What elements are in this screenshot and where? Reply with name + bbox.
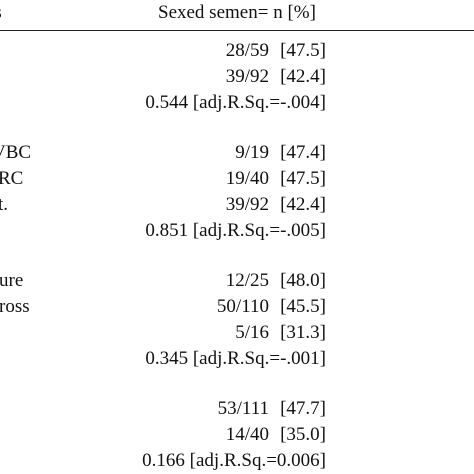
row-label: VBC	[0, 142, 32, 163]
row-label: ure	[0, 270, 24, 291]
row-percent: [48.0]	[280, 270, 326, 291]
group-stat: 0.166 [adj.R.Sq.=0.006]	[142, 450, 326, 471]
row-count: 39/92	[225, 194, 269, 215]
row-count: 53/111	[217, 398, 269, 419]
row-percent: [42.4]	[280, 194, 326, 215]
row-count: 19/40	[225, 168, 269, 189]
row-percent: [47.4]	[280, 142, 326, 163]
row-percent: [45.5]	[280, 296, 326, 317]
row-count: 12/25	[225, 270, 269, 291]
row-count: 39/92	[225, 66, 269, 87]
row-percent: [47.7]	[280, 398, 326, 419]
group-stat: 0.544 [adj.R.Sq.=-.004]	[145, 92, 326, 113]
row-count: 14/40	[225, 424, 269, 445]
group-stat: 0.345 [adj.R.Sq.=-.001]	[145, 348, 326, 369]
row-count: 28/59	[225, 40, 269, 61]
row-percent: [42.4]	[280, 66, 326, 87]
group-stat: 0.851 [adj.R.Sq.=-.005]	[145, 220, 326, 241]
row-percent: [47.5]	[280, 40, 326, 61]
row-count: 50/110	[216, 296, 269, 317]
row-percent: [47.5]	[280, 168, 326, 189]
header-right-label: Sexed semen= n [%]	[158, 2, 316, 23]
row-percent: [35.0]	[280, 424, 326, 445]
row-count: 9/19	[235, 142, 269, 163]
row-percent: [31.3]	[280, 322, 326, 343]
row-count: 5/16	[235, 322, 269, 343]
header-left-label: es	[0, 2, 2, 24]
row-label: ross	[0, 296, 30, 317]
row-label: RC	[0, 168, 24, 189]
header-rule	[0, 30, 474, 31]
row-label: t.	[0, 194, 9, 215]
